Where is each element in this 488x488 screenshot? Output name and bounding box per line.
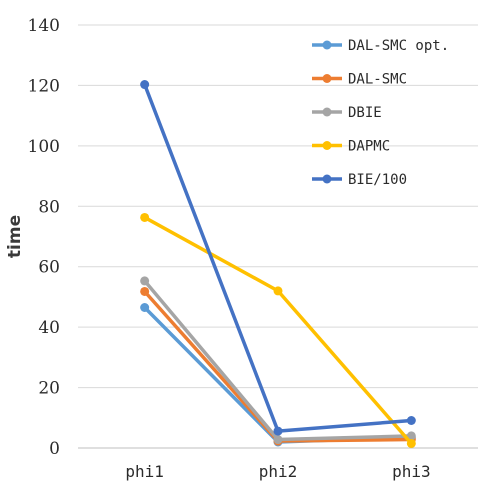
legend-label: DBIE [348, 105, 382, 121]
series-line [142, 279, 414, 442]
legend-label: BIE/100 [348, 172, 407, 188]
data-point [140, 303, 150, 313]
y-axis-title: time [5, 215, 25, 258]
series-group [140, 80, 416, 436]
series-group [140, 276, 416, 445]
legend-label: DAL-SMC [348, 72, 407, 88]
series-lines [140, 80, 416, 448]
legend-swatch-marker [322, 74, 332, 83]
legend-item: DAL-SMC [312, 72, 407, 88]
legend: DAL-SMC opt. DAL-SMC DBIE DAPMC BIE/100 [312, 38, 449, 188]
y-axis-ticks: 0 20 40 60 80 100 120 140 [28, 16, 60, 459]
legend-label: DAL-SMC opt. [348, 38, 449, 54]
data-point [140, 212, 150, 222]
legend-item: DAPMC [312, 139, 390, 155]
y-tick-label: 140 [28, 16, 60, 36]
x-tick-label: phi2 [259, 462, 298, 481]
legend-swatch-marker [322, 174, 332, 184]
data-point [140, 80, 150, 90]
series-line [142, 82, 414, 433]
x-tick-label: phi3 [392, 462, 431, 481]
data-point [140, 276, 150, 286]
y-tick-label: 40 [38, 318, 60, 338]
x-axis-ticks: phi1 phi2 phi3 [125, 462, 430, 481]
x-tick-label: phi1 [125, 462, 164, 481]
data-point [406, 431, 416, 441]
data-point [273, 435, 283, 445]
legend-swatch-marker [322, 141, 332, 150]
y-tick-label: 80 [38, 197, 60, 217]
data-point [273, 426, 283, 436]
gridlines [78, 24, 478, 449]
series-group [140, 212, 416, 448]
legend-swatch-marker [322, 107, 332, 117]
y-tick-label: 120 [28, 76, 60, 96]
y-tick-label: 20 [38, 379, 60, 399]
y-tick-label: 0 [49, 439, 60, 459]
series-line [142, 289, 414, 443]
data-point [406, 416, 416, 426]
legend-item: BIE/100 [312, 172, 407, 188]
legend-item: DAL-SMC opt. [312, 38, 449, 54]
data-point [140, 286, 150, 296]
data-point [406, 438, 416, 448]
data-point [273, 286, 283, 296]
y-tick-label: 100 [28, 137, 60, 157]
legend-item: DBIE [312, 105, 382, 121]
y-tick-label: 60 [38, 258, 60, 278]
legend-swatch-marker [322, 40, 332, 50]
legend-label: DAPMC [348, 139, 390, 155]
